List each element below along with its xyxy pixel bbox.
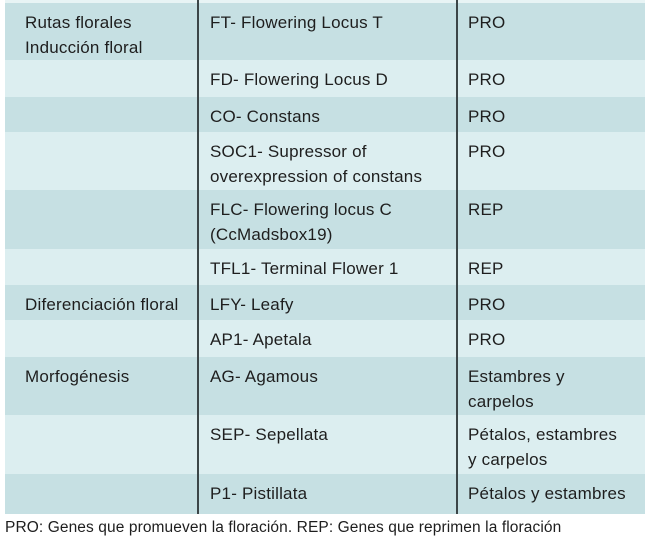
table-row: FD- Flowering Locus D PRO <box>5 60 645 97</box>
table-top-border <box>5 0 645 3</box>
role-cell: Pétalos y estambres <box>456 474 645 514</box>
role-cell: PRO <box>456 97 645 132</box>
table-row: Morfogénesis AG- Agamous Estambres y car… <box>5 357 645 415</box>
gene-cell: FD- Flowering Locus D <box>197 60 456 97</box>
table-row: FLC- Flowering locus C (CcMadsbox19) REP <box>5 190 645 249</box>
top-border-cell <box>5 0 197 3</box>
category-cell <box>5 320 197 357</box>
table-row: CO- Constans PRO <box>5 97 645 132</box>
role-cell: PRO <box>456 60 645 97</box>
category-cell <box>5 190 197 249</box>
gene-cell: P1- Pistillata <box>197 474 456 514</box>
table-row: Rutas florales Inducción floral FT- Flow… <box>5 3 645 60</box>
category-cell: Morfogénesis <box>5 357 197 415</box>
category-cell <box>5 97 197 132</box>
role-cell: REP <box>456 249 645 285</box>
gene-cell: TFL1- Terminal Flower 1 <box>197 249 456 285</box>
role-cell: Pétalos, estambres y carpelos <box>456 415 645 474</box>
category-cell <box>5 474 197 514</box>
table-row: TFL1- Terminal Flower 1 REP <box>5 249 645 285</box>
category-cell <box>5 249 197 285</box>
gene-cell: AG- Agamous <box>197 357 456 415</box>
category-cell <box>5 60 197 97</box>
gene-cell: CO- Constans <box>197 97 456 132</box>
gene-cell: LFY- Leafy <box>197 285 456 320</box>
gene-cell: AP1- Apetala <box>197 320 456 357</box>
table-row: AP1- Apetala PRO <box>5 320 645 357</box>
table-row: P1- Pistillata Pétalos y estambres <box>5 474 645 514</box>
category-cell <box>5 415 197 474</box>
flowering-genes-table: Rutas florales Inducción floral FT- Flow… <box>5 0 645 514</box>
top-border-cell <box>456 0 645 3</box>
gene-cell: SEP- Sepellata <box>197 415 456 474</box>
top-border-cell <box>197 0 456 3</box>
role-cell: Estambres y carpelos <box>456 357 645 415</box>
role-cell: REP <box>456 190 645 249</box>
role-cell: PRO <box>456 320 645 357</box>
table-row: Diferenciación floral LFY- Leafy PRO <box>5 285 645 320</box>
table-row: SEP- Sepellata Pétalos, estambres y carp… <box>5 415 645 474</box>
category-cell: Rutas florales Inducción floral <box>5 3 197 60</box>
role-cell: PRO <box>456 285 645 320</box>
role-cell: PRO <box>456 3 645 60</box>
table-row: SOC1- Supressor of overexpression of con… <box>5 132 645 190</box>
category-cell: Diferenciación floral <box>5 285 197 320</box>
table-footnote: PRO: Genes que promueven la floración. R… <box>5 519 562 536</box>
gene-cell: FLC- Flowering locus C (CcMadsbox19) <box>197 190 456 249</box>
role-cell: PRO <box>456 132 645 190</box>
gene-cell: SOC1- Supressor of overexpression of con… <box>197 132 456 190</box>
gene-cell: FT- Flowering Locus T <box>197 3 456 60</box>
category-cell <box>5 132 197 190</box>
